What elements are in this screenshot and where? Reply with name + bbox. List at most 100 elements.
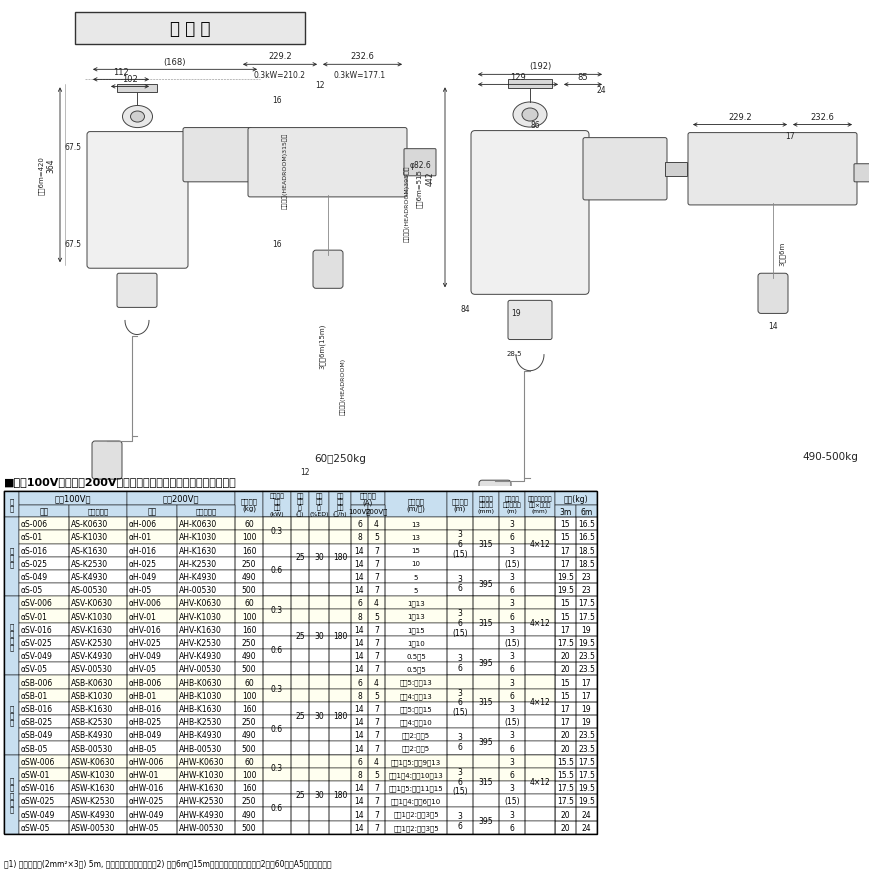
Text: 180: 180	[333, 790, 347, 799]
Bar	[308, 623, 328, 636]
Bar	[575, 544, 596, 557]
Bar	[290, 492, 308, 518]
Bar	[19, 741, 554, 755]
Bar	[127, 781, 176, 794]
Bar	[524, 715, 554, 728]
Text: 4: 4	[374, 520, 379, 528]
FancyBboxPatch shape	[182, 129, 252, 182]
Bar	[385, 781, 447, 794]
Text: 7: 7	[374, 717, 379, 726]
Text: αHB-006: αHB-006	[129, 678, 162, 687]
Text: 8: 8	[356, 770, 362, 779]
Text: 14: 14	[355, 704, 364, 713]
Text: 315: 315	[478, 777, 493, 786]
Text: 15: 15	[560, 612, 570, 620]
Bar	[290, 676, 308, 689]
Text: 5: 5	[374, 533, 379, 541]
Bar	[262, 636, 290, 649]
Bar	[664, 163, 687, 176]
Bar	[473, 715, 499, 728]
Text: αSV-049: αSV-049	[21, 652, 52, 660]
Text: 17: 17	[560, 717, 570, 726]
Text: 5: 5	[414, 574, 418, 580]
Bar	[235, 531, 262, 544]
Text: 19.5: 19.5	[577, 783, 594, 793]
Bar	[350, 755, 368, 768]
Text: 30: 30	[314, 632, 323, 640]
Text: 490: 490	[242, 652, 256, 660]
Bar	[447, 544, 473, 557]
Text: 5: 5	[374, 691, 379, 700]
Text: αHB-016: αHB-016	[129, 704, 162, 713]
Text: 二
速
選
択
型: 二 速 選 択 型	[10, 777, 14, 812]
Bar	[127, 768, 176, 781]
Text: 3: 3	[509, 731, 514, 740]
Bar	[19, 531, 554, 544]
Text: αHV-006: αHV-006	[129, 599, 161, 607]
Bar	[554, 506, 575, 518]
Text: 6: 6	[356, 520, 362, 528]
Bar	[499, 597, 524, 610]
Bar	[385, 492, 447, 518]
Text: 3: 3	[509, 652, 514, 660]
Text: 16.5: 16.5	[577, 520, 594, 528]
Bar	[290, 557, 308, 570]
Bar	[176, 506, 235, 518]
Bar	[473, 492, 499, 518]
Bar	[524, 728, 554, 741]
Bar	[127, 583, 176, 597]
Text: 14: 14	[767, 322, 777, 331]
Text: 6: 6	[509, 770, 514, 779]
Text: 67.5: 67.5	[65, 239, 82, 249]
Bar	[328, 623, 350, 636]
Bar	[290, 768, 308, 781]
Text: 160: 160	[242, 625, 256, 634]
Bar	[290, 583, 308, 597]
Text: 85: 85	[577, 73, 587, 83]
Text: 500: 500	[242, 586, 256, 594]
Bar	[69, 636, 127, 649]
Text: 14: 14	[355, 652, 364, 660]
Bar	[308, 702, 328, 715]
Text: 23.5: 23.5	[577, 652, 594, 660]
Bar	[176, 544, 235, 557]
Text: AS-K1030: AS-K1030	[70, 533, 108, 541]
Text: 最小距離(HEADROOM)395以下: 最小距離(HEADROOM)395以下	[404, 165, 409, 242]
Bar	[262, 755, 290, 781]
Bar	[127, 597, 176, 610]
Text: 負荷
時間
率
(%ED): 負荷 時間 率 (%ED)	[308, 493, 328, 516]
Bar	[308, 820, 328, 834]
Bar	[473, 636, 499, 649]
Text: 500: 500	[242, 744, 256, 753]
Bar	[368, 610, 385, 623]
Bar	[447, 728, 473, 755]
Bar	[473, 557, 499, 570]
Text: 14: 14	[355, 810, 364, 819]
Bar	[554, 728, 575, 741]
Bar	[19, 583, 554, 597]
Bar	[350, 702, 368, 715]
Bar	[328, 583, 350, 597]
Bar	[290, 807, 308, 820]
Bar	[554, 557, 575, 570]
Text: 17: 17	[560, 546, 570, 555]
Text: 3: 3	[509, 599, 514, 607]
FancyBboxPatch shape	[87, 132, 188, 269]
Bar	[4, 518, 19, 597]
Bar	[69, 662, 127, 676]
Text: 一速5:二速15: 一速5:二速15	[399, 706, 432, 712]
Text: αH-025: αH-025	[129, 559, 156, 568]
Bar	[385, 676, 447, 689]
Bar	[575, 557, 596, 570]
Bar	[4, 676, 19, 755]
Text: 60: 60	[244, 757, 254, 766]
Bar	[368, 794, 385, 807]
Text: AHB-00530: AHB-00530	[178, 744, 222, 753]
Text: 28.5: 28.5	[506, 350, 521, 356]
Bar	[19, 768, 554, 781]
Text: 一速2:二速5: 一速2:二速5	[401, 732, 429, 739]
Bar	[447, 518, 473, 531]
Bar	[499, 623, 524, 636]
Bar	[235, 755, 262, 768]
Bar	[176, 702, 235, 715]
